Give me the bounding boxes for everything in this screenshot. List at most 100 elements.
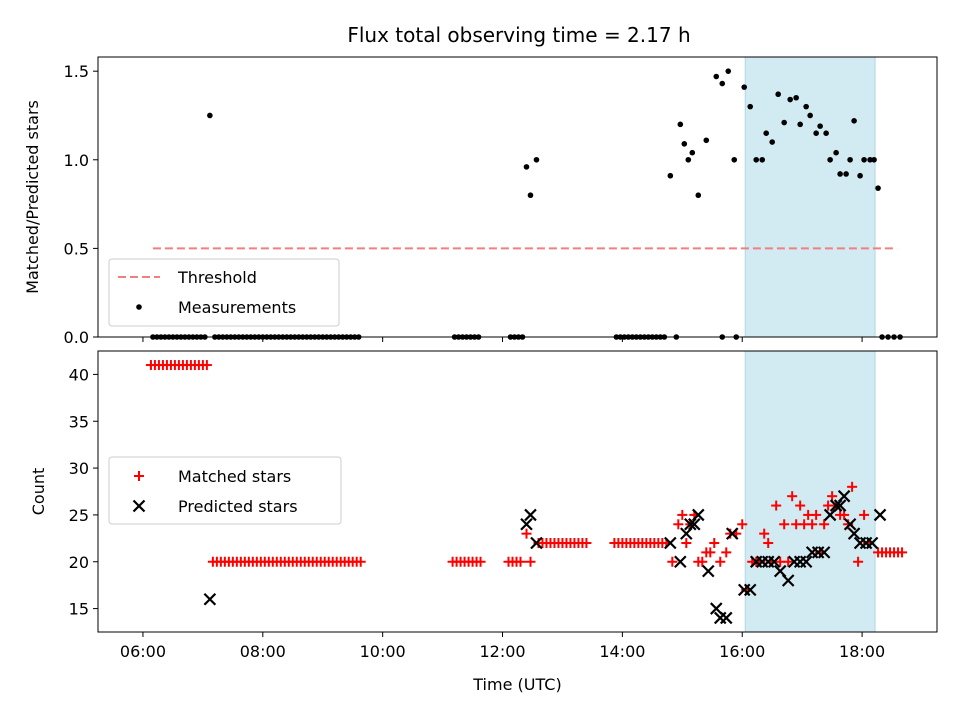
measurement-point: [713, 73, 720, 80]
measurement-point: [803, 103, 809, 110]
legend-top-box: [108, 258, 340, 327]
measurement-point: [523, 164, 530, 170]
x-axis-label: Time (UTC): [472, 675, 561, 694]
legend-predicted-marker: [132, 499, 146, 513]
legend-matched-symbol: [134, 471, 144, 481]
bottom-axes-frame: [97, 350, 938, 633]
x-tick-label: 08:00: [240, 642, 286, 661]
predicted-star-point: [692, 508, 705, 522]
measurement-point: [793, 94, 799, 101]
measurement-point: [851, 117, 857, 124]
legend-bottom-box: [108, 456, 342, 525]
matched-star-point: [763, 538, 774, 549]
measurement-point: [703, 137, 710, 144]
predicted-star-point: [847, 527, 861, 540]
matched-star-point: [897, 547, 908, 558]
bottom-subplot: 06:00 08:00 10:00 12:00 14:00 16:00 18:00 15 20 2…: [29, 350, 938, 661]
measurement-point: [857, 172, 863, 179]
matched-star-point: [681, 538, 692, 549]
measurement-point: [685, 156, 692, 163]
matched-star-point: [819, 519, 830, 530]
measurement-point: [759, 156, 766, 163]
matched-star-point: [795, 500, 806, 511]
predicted-star-point: [701, 564, 715, 578]
measurement-point: [817, 123, 823, 129]
y-axis-label-bottom: Count: [29, 468, 48, 516]
x-tick-label: 10:00: [360, 642, 406, 661]
matched-star-point: [475, 556, 486, 567]
measurement-point: [763, 130, 770, 137]
matched-star-point: [807, 519, 818, 530]
measurement-point: [769, 139, 775, 145]
predicted-star-point: [719, 611, 733, 625]
matched-star-point: [783, 556, 794, 567]
measurement-point: [689, 149, 696, 156]
matched-star-point: [737, 519, 748, 530]
matched-star-point: [697, 556, 708, 567]
predicted-star-point: [817, 546, 831, 559]
legend-threshold-label: Threshold: [177, 268, 257, 287]
measurement-point: [731, 156, 738, 163]
matched-star-point: [827, 491, 838, 502]
matched-star-point: [525, 556, 536, 567]
measurement-point: [813, 130, 819, 137]
measurement-point: [867, 156, 873, 163]
matched-star-point: [859, 509, 870, 520]
matched-star-point: [515, 556, 526, 567]
observing-span-top: [744, 56, 876, 338]
matched-star-point: [779, 519, 790, 530]
matched-star-point: [677, 509, 688, 520]
observing-span-bottom: [744, 350, 876, 633]
x-tick-label: 18:00: [839, 642, 885, 661]
predicted-star-point: [530, 536, 543, 550]
predicted-star-point: [833, 499, 847, 512]
predicted-star-point: [664, 536, 677, 550]
legend-matched-label: Matched stars: [178, 467, 291, 486]
legend-matched-marker: [134, 471, 144, 481]
y-tick-label: 1.0: [64, 151, 89, 170]
predicted-star-point: [725, 527, 739, 540]
measurement-point: [823, 130, 829, 137]
measurement-point: [527, 192, 534, 199]
predicted-star-point: [767, 555, 781, 569]
predicted-star-point: [688, 518, 701, 531]
matched-star-point: [355, 556, 366, 567]
measurement-point: [837, 171, 843, 177]
chart-title: Flux total observing time = 2.17 h: [347, 23, 690, 47]
matched-star-point: [721, 547, 732, 558]
matched-star-point: [715, 556, 726, 567]
y-tick-label: 40: [69, 365, 89, 384]
matched-star-point: [709, 538, 720, 549]
measurement-point: [533, 156, 540, 163]
x-tick-label: 12:00: [479, 642, 525, 661]
matched-star-point: [771, 500, 782, 511]
measurement-point: [827, 156, 833, 163]
y-tick-label: 15: [69, 600, 89, 619]
x-tick-label: 06:00: [120, 642, 166, 661]
measurement-point: [875, 185, 881, 191]
measurement-point: [207, 112, 213, 119]
measurement-point: [843, 171, 849, 177]
bottom-ticks: 06:00 08:00 10:00 12:00 14:00 16:00 18:00 15 20 2…: [69, 365, 886, 661]
measurement-point: [695, 192, 702, 199]
legend-measurements-symbol: [136, 304, 142, 310]
x-tick-label: 14:00: [599, 642, 645, 661]
measurement-point: [807, 112, 813, 119]
y-tick-label: 0.0: [64, 328, 89, 347]
predicted-star-point: [743, 583, 757, 597]
predicted-star-point: [674, 555, 687, 569]
matched-star-point: [705, 547, 716, 558]
measurement-point: [797, 121, 803, 128]
predicted-star-point: [203, 592, 217, 606]
top-axes-frame: [97, 56, 938, 338]
top-subplot: 0.0 0.5 1.0 1.5 Matched/Predicted stars Thr…: [23, 56, 938, 347]
measurement-point: [719, 80, 726, 87]
matched-star-point: [811, 509, 822, 520]
predicted-star-point: [837, 489, 851, 503]
predicted-star-point: [823, 508, 837, 522]
legend-predicted-symbol: [132, 499, 146, 513]
y-tick-label: 30: [69, 459, 89, 478]
y-tick-label: 20: [69, 553, 89, 572]
matched-star-point: [759, 528, 770, 539]
matched-star-point: [673, 519, 684, 530]
